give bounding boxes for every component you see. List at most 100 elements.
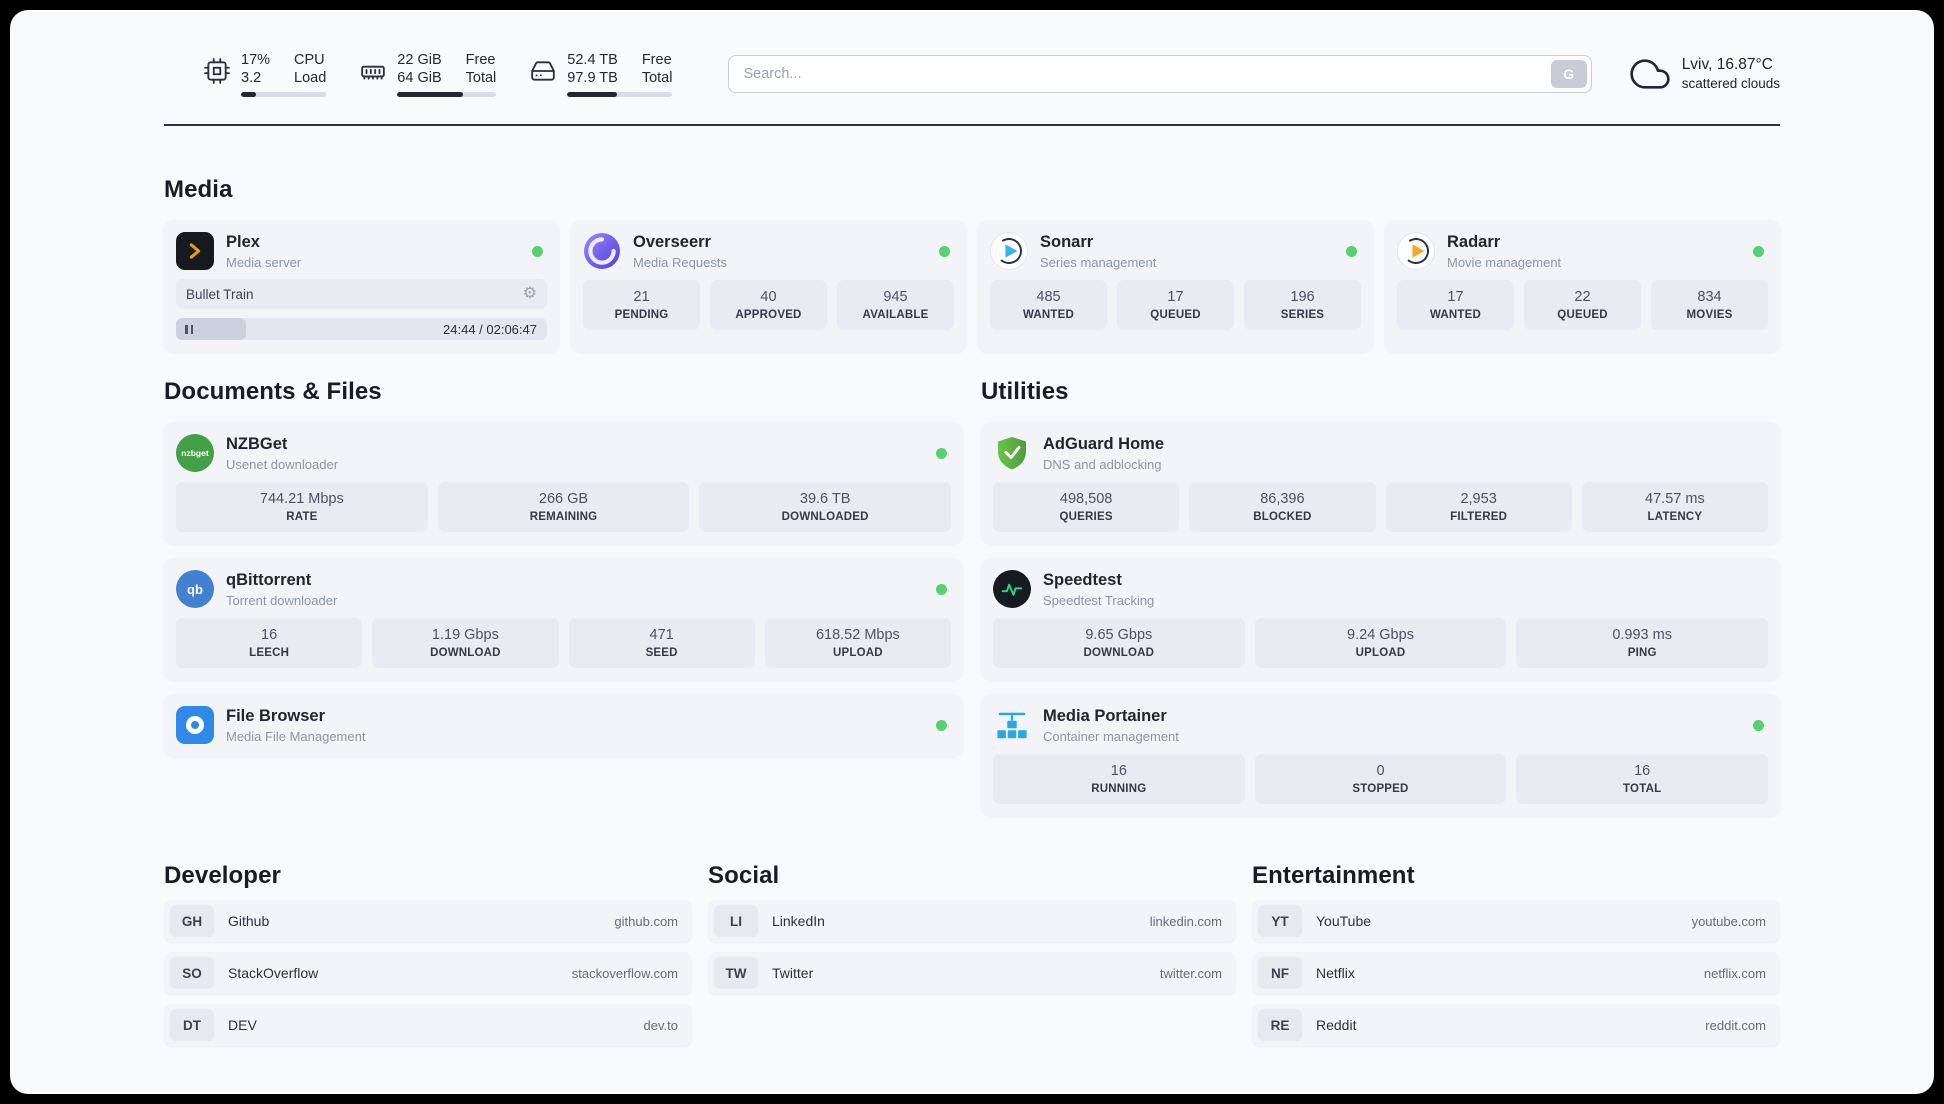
overseerr-stats: 21 PENDING 40 APPROVED 945 AVAILABLE — [583, 280, 954, 330]
ram-progress-fill — [397, 92, 463, 97]
card-overseerr[interactable]: Overseerr Media Requests 21 PENDING 40 A… — [571, 220, 966, 352]
qbittorrent-titles: qBittorrent Torrent downloader — [226, 571, 337, 608]
cloud-icon — [1630, 54, 1670, 94]
bookmark-dev[interactable]: DT DEV dev.to — [164, 1004, 692, 1046]
nzbget-stats: 744.21 Mbps RATE 266 GB REMAINING 39.6 T… — [176, 482, 951, 532]
portainer-icon — [993, 706, 1031, 744]
stat-value: 744.21 Mbps — [259, 491, 344, 507]
sonarr-header: Sonarr Series management — [990, 232, 1361, 270]
bookmark-github[interactable]: GH Github github.com — [164, 900, 692, 942]
stat-label: MOVIES — [1686, 309, 1733, 321]
nzbget-titles: NZBGet Usenet downloader — [226, 435, 338, 472]
qbittorrent-icon-label: qb — [187, 581, 203, 597]
service-subtitle: Series management — [1040, 254, 1157, 270]
stat-value: 9.24 Gbps — [1347, 627, 1414, 643]
bookmark-name: Reddit — [1316, 1017, 1357, 1033]
stat-queued: 22 QUEUED — [1524, 280, 1641, 330]
nzbget-header: nzbget NZBGet Usenet downloader — [176, 434, 951, 472]
card-adguard[interactable]: AdGuard Home DNS and adblocking 498,508 … — [981, 422, 1780, 544]
bookmark-reddit[interactable]: RE Reddit reddit.com — [1252, 1004, 1780, 1046]
bookmark-twitter[interactable]: TW Twitter twitter.com — [708, 952, 1236, 994]
ram-total: 64 GiB — [397, 70, 442, 86]
qbittorrent-stats: 16 LEECH 1.19 Gbps DOWNLOAD 471 SEED 6 — [176, 618, 951, 668]
gear-icon[interactable]: ⚙ — [522, 285, 537, 302]
stat-label: QUEUED — [1557, 309, 1608, 321]
cpu-icon — [204, 58, 230, 84]
service-name: NZBGet — [226, 434, 288, 453]
bookmark-netflix[interactable]: NF Netflix netflix.com — [1252, 952, 1780, 994]
stat-movies: 834 MOVIES — [1651, 280, 1768, 330]
service-name: Media Portainer — [1043, 706, 1167, 725]
now-playing-title: Bullet Train — [186, 286, 254, 302]
disk-free: 52.4 TB — [567, 52, 618, 68]
stat-download: 9.65 Gbps DOWNLOAD — [993, 618, 1245, 668]
bookmark-name: Github — [228, 913, 270, 929]
bookmark-linkedin[interactable]: LI LinkedIn linkedin.com — [708, 900, 1236, 942]
entertainment-section-title: Entertainment — [1252, 862, 1415, 889]
service-subtitle: Container management — [1043, 728, 1179, 744]
ram-widget: 22 GiB 64 GiB Free Total — [360, 51, 497, 97]
card-qbittorrent[interactable]: qb qBittorrent Torrent downloader 16 LEE… — [164, 558, 963, 680]
ram-values: 22 GiB 64 GiB Free Total — [397, 51, 496, 87]
stat-label: LATENCY — [1647, 511, 1703, 523]
cpu-label-bottom: Load — [294, 70, 327, 86]
service-name: Radarr — [1447, 232, 1501, 251]
search-input[interactable] — [728, 55, 1592, 93]
card-nzbget[interactable]: nzbget NZBGet Usenet downloader 744.21 M… — [164, 422, 963, 544]
stat-label: SEED — [645, 647, 678, 659]
card-filebrowser[interactable]: File Browser Media File Management — [164, 694, 963, 756]
ram-free: 22 GiB — [397, 52, 442, 68]
stat-label: DOWNLOADED — [781, 511, 869, 523]
section-developer: Developer GH Github github.com SO StackO… — [164, 862, 692, 1046]
disk-widget: 52.4 TB 97.9 TB Free Total — [530, 51, 673, 97]
bookmark-url: youtube.com — [1691, 913, 1766, 929]
bookmark-stackoverflow[interactable]: SO StackOverflow stackoverflow.com — [164, 952, 692, 994]
search-engine-button[interactable]: G — [1550, 60, 1587, 88]
stat-blocked: 86,396 BLOCKED — [1189, 482, 1376, 532]
stat-label: PING — [1627, 647, 1657, 659]
card-speedtest[interactable]: Speedtest Speedtest Tracking 9.65 Gbps D… — [981, 558, 1780, 680]
stat-pending: 21 PENDING — [583, 280, 700, 330]
stat-queued: 17 QUEUED — [1117, 280, 1234, 330]
speedtest-stats: 9.65 Gbps DOWNLOAD 9.24 Gbps UPLOAD 0.99… — [993, 618, 1768, 668]
card-sonarr[interactable]: Sonarr Series management 485 WANTED 17 Q… — [978, 220, 1373, 352]
stat-running: 16 RUNNING — [993, 754, 1245, 804]
qbittorrent-icon: qb — [176, 570, 214, 608]
stat-value: 16 — [261, 627, 278, 643]
bookmark-abbr: YT — [1258, 905, 1302, 937]
stat-value: 0.993 ms — [1612, 627, 1672, 643]
stat-rate: 744.21 Mbps RATE — [176, 482, 428, 532]
ram-icon — [360, 58, 386, 84]
cpu-label-top: CPU — [294, 52, 325, 68]
service-subtitle: Media File Management — [226, 728, 366, 744]
status-dot — [936, 583, 947, 595]
service-name: qBittorrent — [226, 570, 312, 589]
card-plex[interactable]: Plex Media server Bullet Train ⚙ 24:44 /… — [164, 220, 559, 352]
dashboard-content: 17% 3.2 CPU Load — [10, 44, 1934, 1046]
disk-values: 52.4 TB 97.9 TB Free Total — [567, 51, 672, 87]
status-dot — [939, 245, 950, 257]
bookmark-url: github.com — [614, 913, 678, 929]
utilities-cards: AdGuard Home DNS and adblocking 498,508 … — [981, 422, 1780, 816]
stat-value: 266 GB — [538, 491, 589, 507]
stat-value: 47.57 ms — [1645, 491, 1705, 507]
bookmark-youtube[interactable]: YT YouTube youtube.com — [1252, 900, 1780, 942]
card-radarr[interactable]: Radarr Movie management 17 WANTED 22 QUE… — [1385, 220, 1780, 352]
service-subtitle: Movie management — [1447, 254, 1562, 270]
plex-pause-button[interactable] — [176, 318, 247, 340]
card-portainer[interactable]: Media Portainer Container management 16 … — [981, 694, 1780, 816]
overseerr-icon — [583, 232, 621, 270]
bookmark-name: Netflix — [1316, 965, 1355, 981]
section-media: Media Plex Media server — [164, 176, 1780, 352]
plex-icon — [176, 232, 214, 270]
plex-titles: Plex Media server — [226, 233, 301, 270]
stat-label: LEECH — [249, 647, 290, 659]
plex-header: Plex Media server — [176, 232, 547, 270]
cpu-widget: 17% 3.2 CPU Load — [204, 51, 327, 97]
service-subtitle: Usenet downloader — [226, 456, 339, 472]
status-dot — [1753, 719, 1764, 731]
stat-value: 2,953 — [1460, 491, 1497, 507]
service-name: Plex — [226, 232, 260, 251]
bookmark-url: stackoverflow.com — [571, 965, 678, 981]
stat-upload: 9.24 Gbps UPLOAD — [1254, 618, 1507, 668]
